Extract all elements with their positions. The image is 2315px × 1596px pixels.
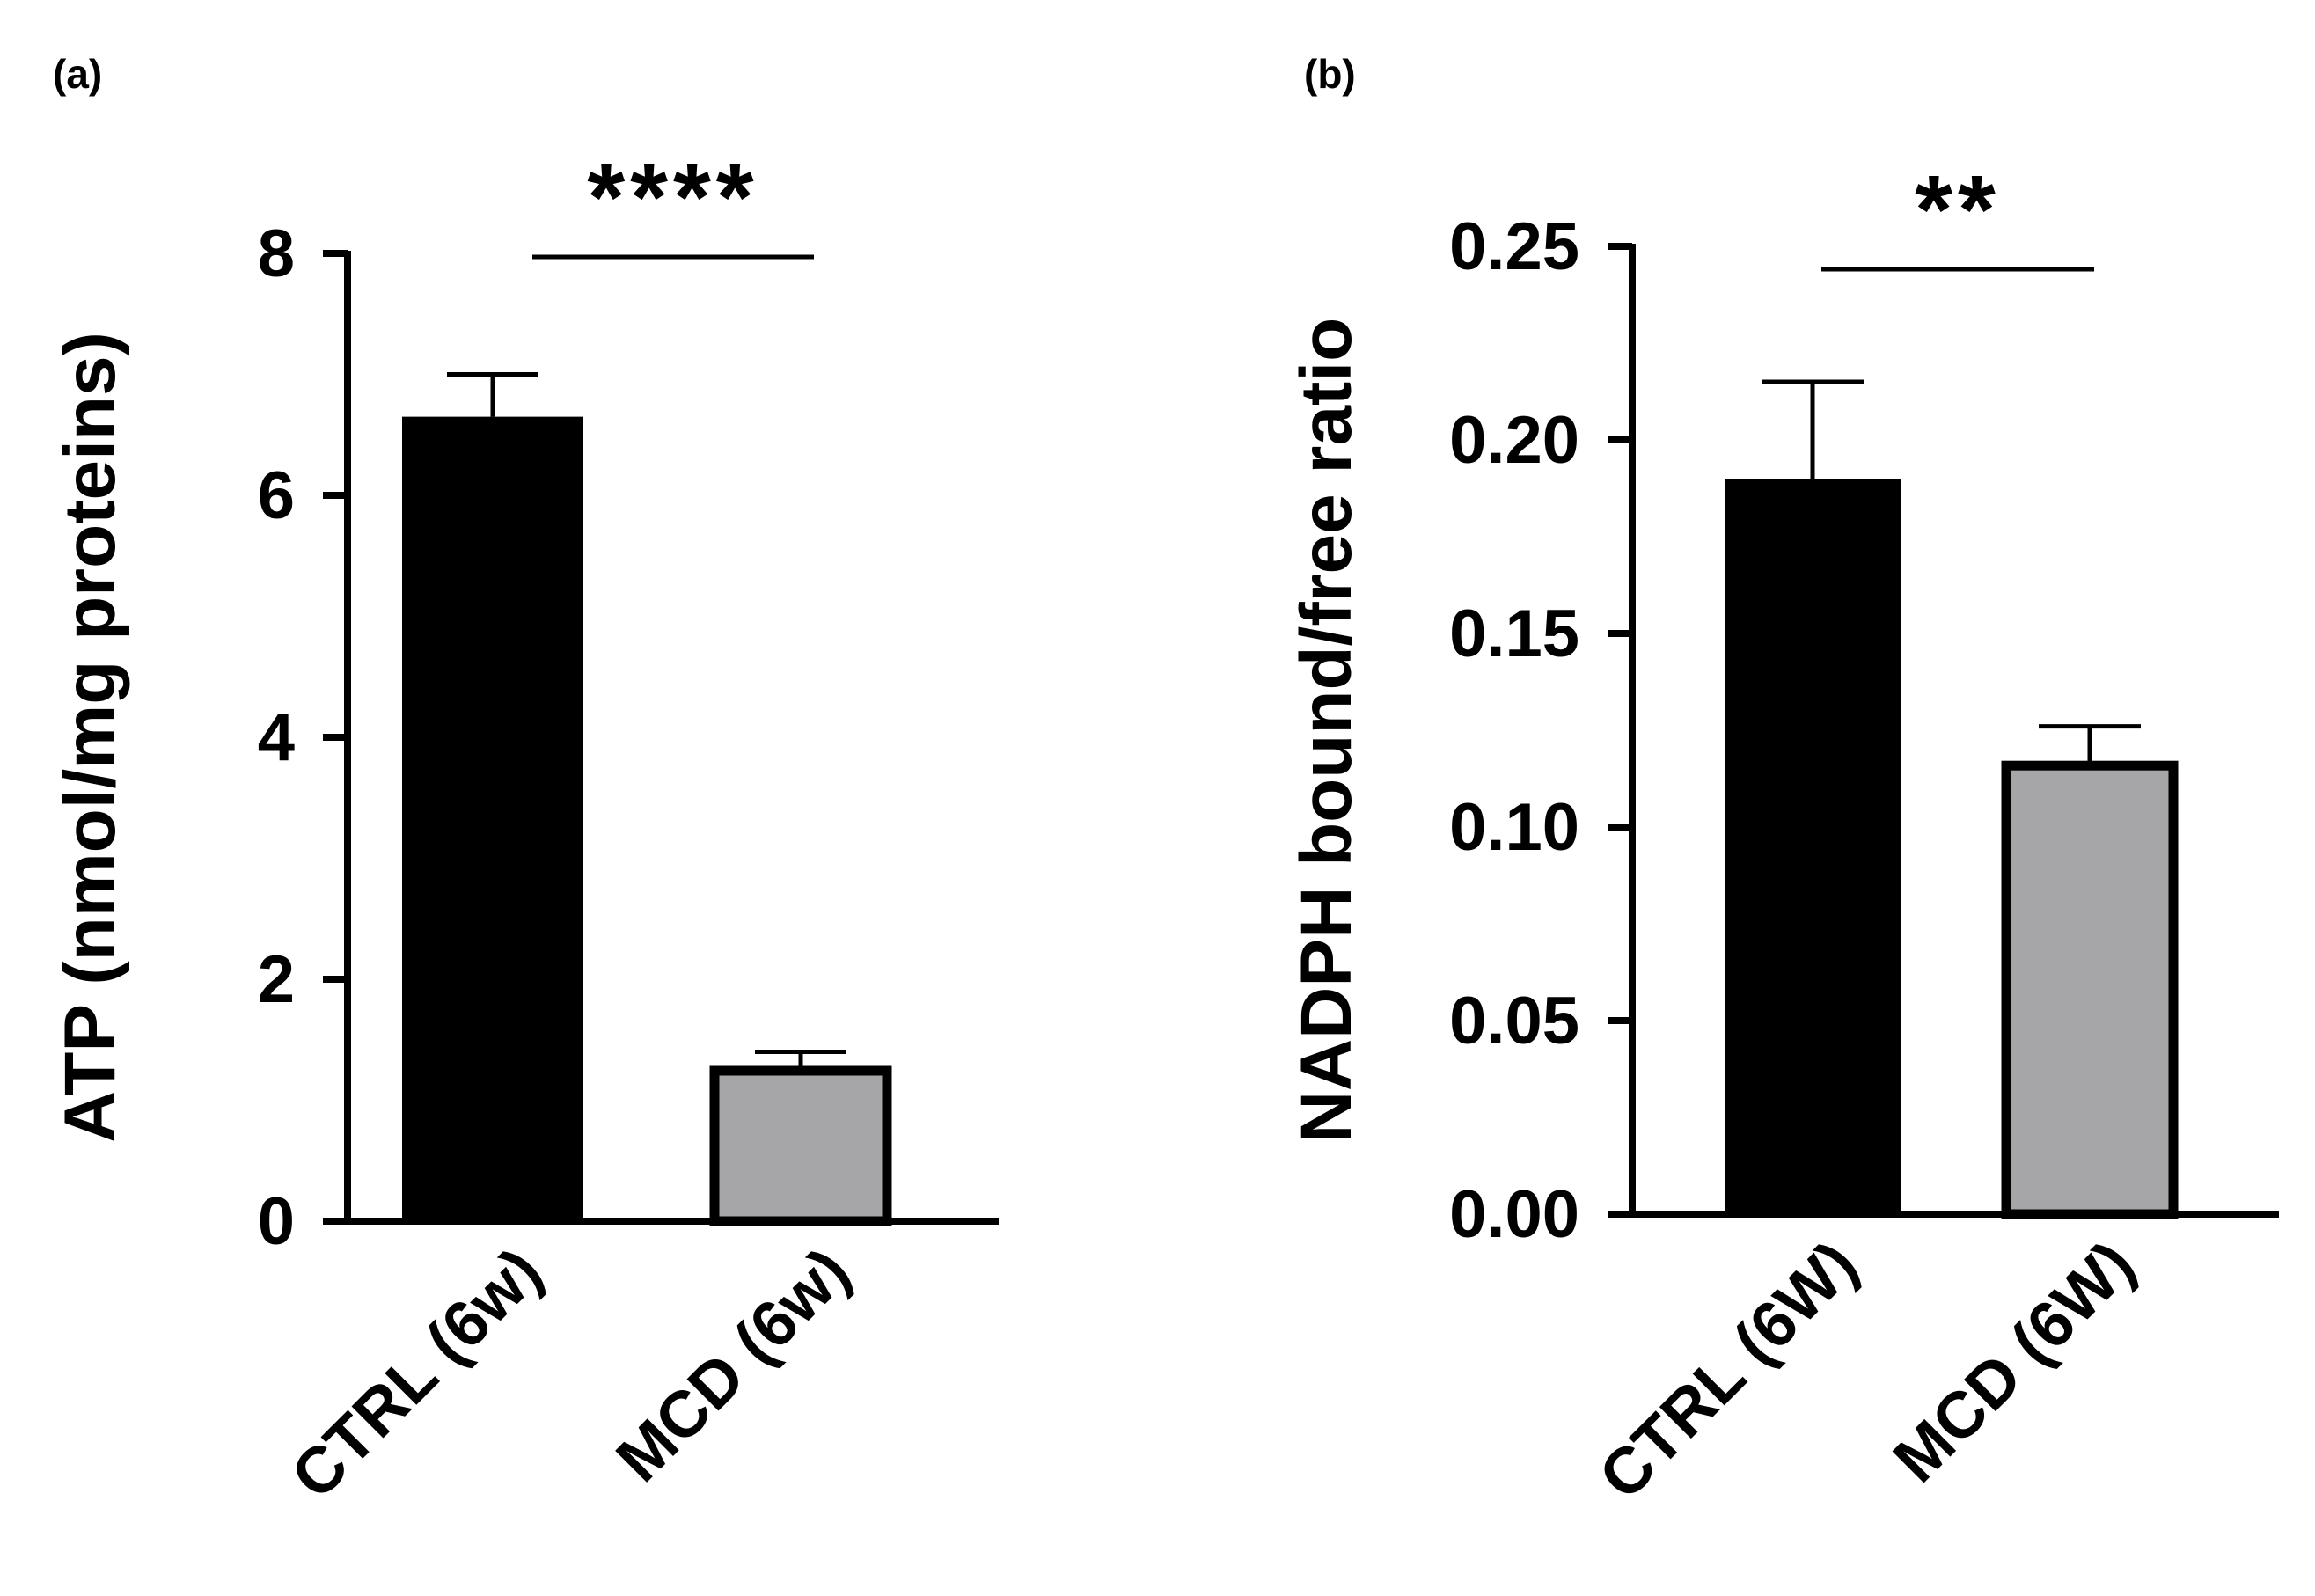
y-tick-label: 0.05	[1449, 984, 1579, 1058]
significance-stars: ****	[587, 143, 758, 252]
y-tick-label: 0.15	[1449, 597, 1579, 671]
y-tick-label: 0.25	[1449, 209, 1579, 284]
y-tick-label: 0.00	[1449, 1177, 1579, 1252]
y-tick-label: 6	[258, 458, 295, 533]
y-tick-label: 0.10	[1449, 790, 1579, 865]
panel-label: (a)	[53, 51, 102, 97]
y-tick-label: 0	[258, 1184, 295, 1259]
category-label: CTRL (6W)	[1585, 1227, 1871, 1513]
category-label: MCD (6W)	[1879, 1227, 2149, 1497]
category-label: MCD (6w)	[602, 1234, 863, 1496]
chart-panel-a: (a) 0 2 4 6 8 ATP (nmol/mg proteins) CTRL (6w) M…	[50, 51, 999, 1512]
bar	[402, 416, 583, 1221]
y-tick-label: 0.20	[1449, 403, 1579, 478]
y-axis-label: NADPH bound/free ratio	[1286, 318, 1366, 1143]
bar	[1725, 479, 1901, 1214]
y-tick-label: 8	[258, 216, 295, 291]
bar	[2001, 760, 2179, 1219]
chart-panel-b: (b) 0.00 0.05 0.10 0.15 0.20 0.25 NADPH bound/f…	[1286, 51, 2279, 1513]
y-tick-label: 2	[258, 942, 295, 1017]
category-label: CTRL (6w)	[277, 1234, 555, 1512]
panel-label: (b)	[1304, 51, 1356, 97]
significance-stars: **	[1915, 156, 2001, 264]
y-tick-label: 4	[258, 700, 295, 775]
y-axis-label: ATP (nmol/mg proteins)	[50, 332, 130, 1143]
bar	[709, 1065, 892, 1226]
